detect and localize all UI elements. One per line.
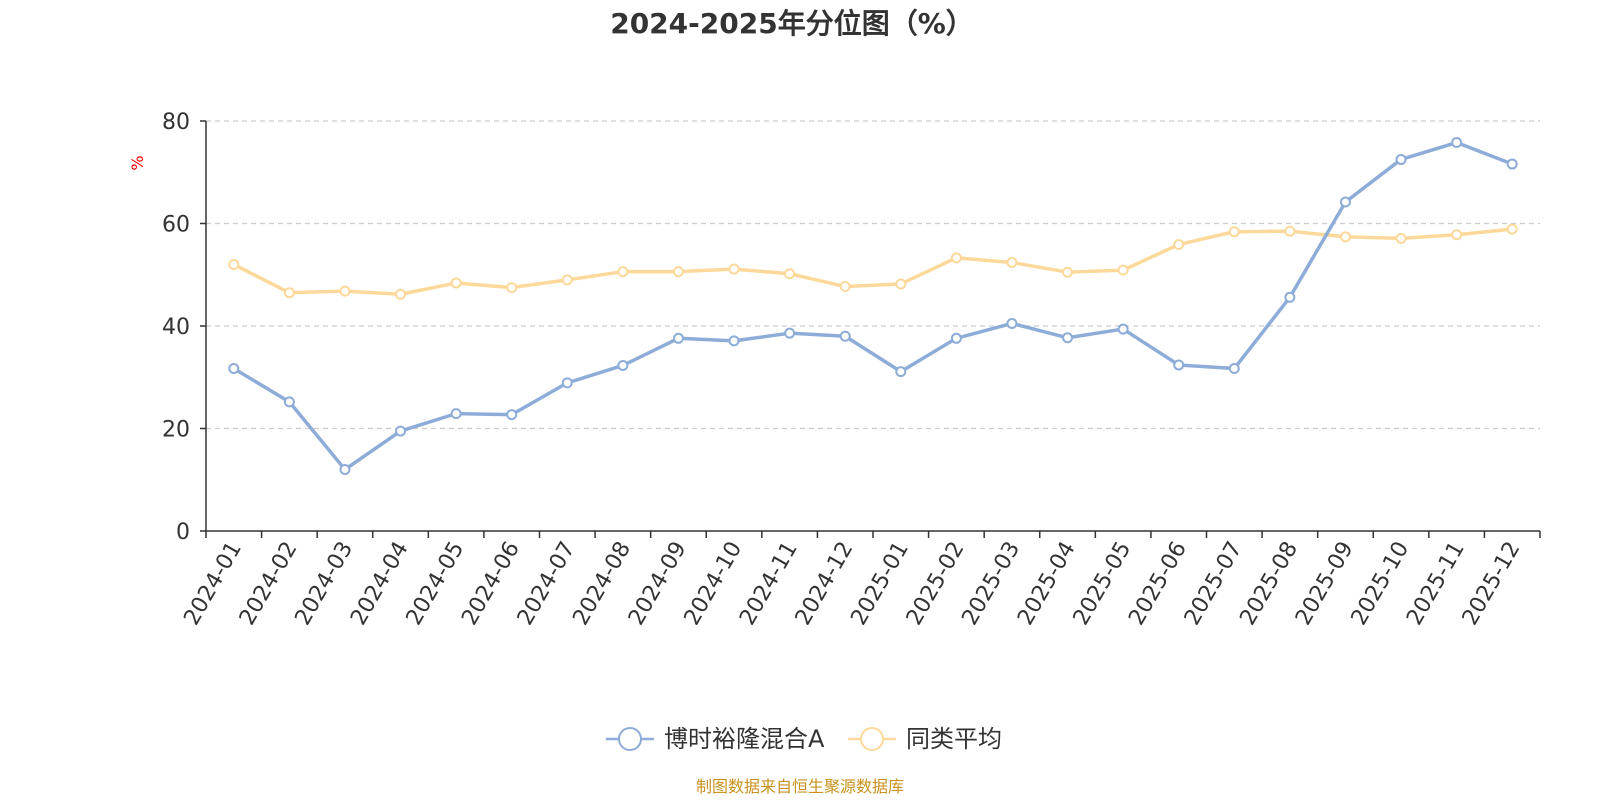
- y-axis-label: %: [128, 155, 147, 170]
- data-point: [1395, 153, 1407, 165]
- legend-marker-icon: [860, 727, 884, 751]
- data-point: [1339, 196, 1351, 208]
- data-point: [839, 330, 851, 342]
- data-point: [283, 396, 295, 408]
- data-point: [1451, 137, 1463, 149]
- data-point: [1006, 256, 1018, 268]
- data-point: [339, 285, 351, 297]
- series-0: [228, 137, 1518, 475]
- data-point: [1228, 226, 1240, 238]
- data-point: [561, 274, 573, 286]
- legend-item-0[interactable]: 博时裕隆混合A: [606, 725, 825, 753]
- data-point: [1062, 266, 1074, 278]
- data-point: [950, 332, 962, 344]
- data-point: [506, 282, 518, 294]
- data-point: [728, 335, 740, 347]
- data-point: [228, 363, 240, 375]
- data-point: [1117, 264, 1129, 276]
- grid-lines: [206, 120, 1540, 430]
- data-point: [450, 408, 462, 420]
- data-point: [1451, 229, 1463, 241]
- data-point: [395, 425, 407, 437]
- data-point: [1117, 323, 1129, 335]
- data-point: [1339, 231, 1351, 243]
- data-point: [784, 268, 796, 280]
- y-tick-label: 20: [162, 418, 190, 443]
- data-point: [784, 327, 796, 339]
- data-point: [450, 277, 462, 289]
- data-point: [672, 332, 684, 344]
- chart-title: 2024-2025年分位图（%）: [610, 7, 974, 40]
- data-point: [228, 259, 240, 270]
- data-point: [1173, 359, 1185, 371]
- data-point: [561, 377, 573, 389]
- y-tick-label: 40: [162, 315, 190, 340]
- data-point: [1506, 223, 1518, 235]
- series-1: [228, 223, 1518, 300]
- legend-item-1[interactable]: 同类平均: [848, 725, 1002, 753]
- data-point: [672, 266, 684, 278]
- data-point: [895, 278, 907, 290]
- data-point: [283, 287, 295, 299]
- data-point: [1173, 239, 1185, 251]
- series-line: [232, 227, 1514, 296]
- data-point: [1506, 158, 1518, 170]
- y-tick-label: 60: [162, 213, 190, 238]
- legend-label: 同类平均: [906, 725, 1002, 753]
- legend-marker-icon: [618, 727, 642, 751]
- data-point: [839, 281, 851, 293]
- data-point: [1395, 232, 1407, 244]
- legend[interactable]: 博时裕隆混合A 同类平均: [606, 725, 1002, 753]
- data-point: [1284, 225, 1296, 237]
- data-point: [339, 464, 351, 475]
- data-point: [1006, 317, 1018, 329]
- data-point: [395, 288, 407, 300]
- data-point: [617, 359, 629, 371]
- data-point: [1062, 332, 1074, 344]
- data-point: [1284, 291, 1296, 303]
- data-point: [506, 409, 518, 421]
- data-point: [950, 252, 962, 264]
- legend-label: 博时裕隆混合A: [664, 725, 825, 753]
- series-line: [232, 140, 1514, 472]
- y-tick-label: 0: [176, 520, 190, 545]
- source-note: 制图数据来自恒生聚源数据库: [696, 777, 904, 796]
- y-tick-label: 80: [162, 110, 190, 135]
- series-group: [228, 137, 1518, 475]
- data-point: [617, 266, 629, 278]
- data-point: [728, 263, 740, 275]
- axes: 0204060802024-012024-022024-032024-04202…: [162, 110, 1541, 630]
- data-point: [1228, 363, 1240, 375]
- data-point: [895, 366, 907, 378]
